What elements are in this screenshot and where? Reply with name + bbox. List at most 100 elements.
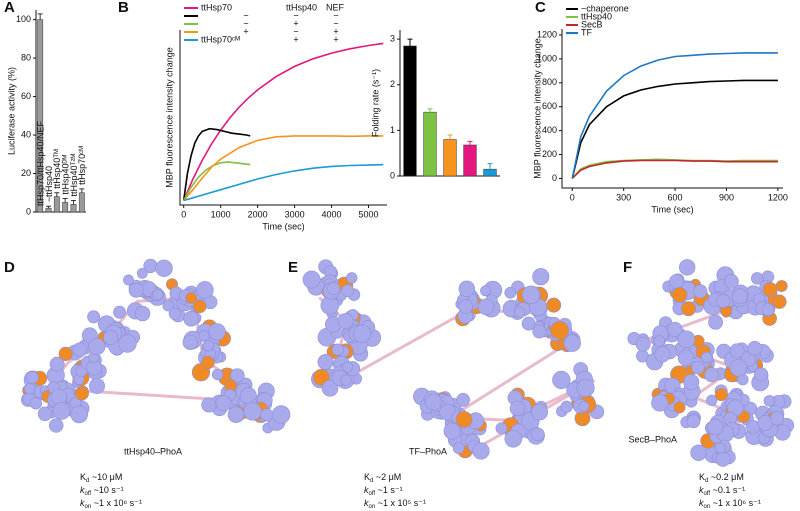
symbol: K [364,472,370,482]
atom [134,305,151,322]
atom [708,314,723,330]
subscript: off [85,491,92,497]
symbol: k [80,498,85,508]
subscript: d [370,478,373,484]
kinetic-constant: koff ~0.1 s⁻¹ [699,485,745,496]
symbol: K [80,472,86,482]
error-bar [71,199,76,205]
y-tick-label: 1 [390,125,395,135]
atom [162,299,174,312]
atom [346,272,358,284]
series-line [571,79,778,179]
value: ~1 x 10⁶ s⁻¹ [91,498,142,508]
atom [504,430,523,448]
y-tick-label: 200 [542,149,557,159]
y-tick-label: 3 [390,34,395,44]
kinetic-constant: kon ~1 x 10⁶ s⁻¹ [699,498,761,509]
atom [123,274,134,286]
atom [452,442,465,455]
atom [70,405,88,424]
subscript: on [369,504,376,510]
bar [70,204,77,213]
series-line [571,52,778,179]
structure [627,259,795,467]
atom [729,343,745,359]
atom [671,287,688,303]
atom [52,402,71,420]
atom [532,268,550,286]
kinetic-constant: kon ~1 x 10⁶ s⁻¹ [80,498,142,509]
atom [331,343,344,356]
error-bar [54,192,60,197]
atom [201,355,215,370]
category-label: −ttHsp40 [44,166,54,202]
atom [720,306,732,318]
series-line [571,158,778,179]
atom [23,382,36,395]
x-tick-label: 300 [616,192,631,202]
atom [458,299,473,314]
atom [183,310,200,327]
atom [198,330,210,342]
structure [302,259,605,460]
atom [113,305,126,319]
y-axis-label: MBP fluorescence intensity change [532,38,542,178]
atom [635,336,651,352]
bar [53,196,60,213]
atom [677,349,695,366]
atom [480,285,491,297]
atom [669,274,684,289]
error-bar [427,108,433,113]
legend-condition: + [333,34,338,44]
value: ~2 μM [373,472,401,482]
atom [477,298,495,315]
x-tick-label: 0 [570,192,575,202]
series-line [183,135,384,202]
atom [504,286,517,299]
subscript: d [86,478,89,484]
legend-label: SecB [581,19,603,29]
atom [683,374,700,391]
error-bar [37,13,43,20]
atom [677,330,696,349]
atom [576,378,595,397]
atom [679,259,696,276]
atom [103,330,119,346]
y-tick-label: 2 [390,79,395,89]
series-line [571,159,778,179]
atom [152,289,164,301]
complex-name: SecB [628,434,650,444]
x-axis-label: Time (sec) [651,204,693,214]
legend-condition: − [243,10,248,20]
bar [403,45,417,177]
atom [155,259,173,277]
atom [715,451,731,467]
series-line [182,127,251,201]
panel-letter: D [4,259,15,276]
kinetic-constant: kon ~1 x 10⁵ s⁻¹ [364,498,426,509]
kinetic-constant: Kd ~10 μM [80,472,122,483]
legend-header: ttHsp40 [286,2,317,12]
y-tick-label: 400 [542,125,557,135]
atom [472,442,490,460]
error-bar [46,205,51,209]
complex-name: TF [409,446,420,456]
series-line [182,161,251,201]
atom [136,267,148,279]
atom [653,335,666,347]
legend-condition: + [293,18,298,28]
atom [211,368,224,381]
value: ~0.1 s⁻¹ [710,485,745,495]
legend-label: ttHsp70ᶜᴹ [201,34,240,44]
bar [62,202,69,213]
y-axis-label: MBP fluorescence intensity change [164,47,174,187]
atom [182,334,198,350]
value: ~1 x 10⁶ s⁻¹ [710,498,761,508]
x-tick-label: 1200 [768,192,788,202]
atom [772,294,787,309]
series-line [183,163,384,202]
panel-letter: C [535,0,546,16]
axes [561,29,783,189]
atom [729,359,748,377]
atom [714,442,726,454]
